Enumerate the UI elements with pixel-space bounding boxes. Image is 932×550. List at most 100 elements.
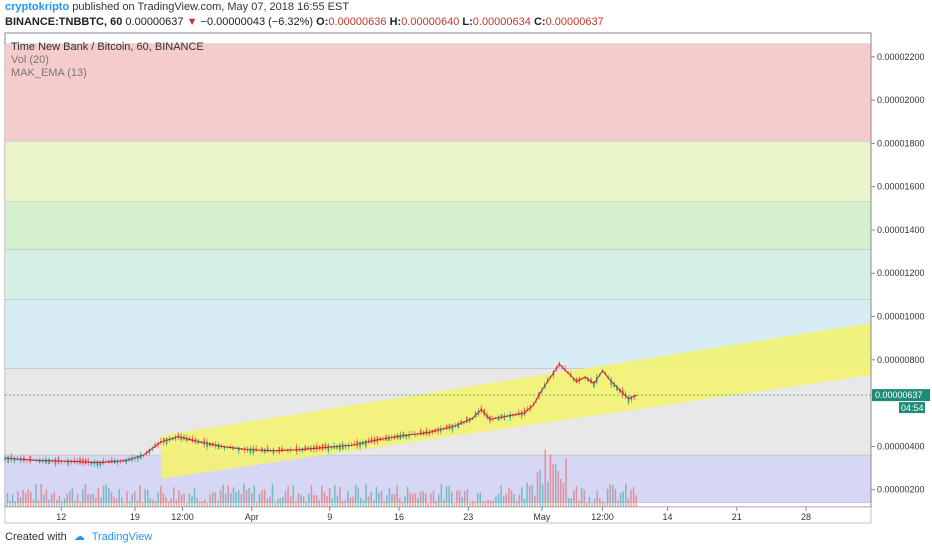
volume-bar	[102, 485, 105, 507]
volume-bar	[521, 487, 523, 507]
candle-body	[341, 443, 344, 450]
countdown-badge	[899, 402, 925, 414]
candle-body	[206, 441, 208, 447]
publish-text: published on TradingView.com, May 07, 20…	[72, 1, 350, 13]
volume-bar	[523, 498, 526, 507]
close-label: C:	[533, 16, 546, 28]
volume-bar	[245, 489, 248, 507]
volume-bar	[375, 486, 378, 507]
volume-bar	[630, 489, 632, 507]
volume-bar	[552, 463, 554, 507]
volume-bar	[354, 484, 357, 507]
volume-bar	[466, 489, 469, 507]
volume-bar	[178, 490, 180, 507]
legend-ema[interactable]: MAK_EMA (13)	[11, 67, 87, 79]
x-tick-label: 12:00	[591, 512, 614, 522]
candle-body	[359, 441, 361, 448]
volume-bar	[180, 494, 183, 507]
candle-body	[99, 460, 102, 466]
candle-body	[295, 446, 298, 452]
volume-bar	[167, 501, 170, 507]
candle-body	[79, 458, 81, 464]
volume-bar	[32, 499, 35, 507]
y-tick-label: 0.00000200	[877, 485, 925, 495]
volume-bar	[14, 501, 17, 507]
candle-body	[252, 447, 255, 454]
volume-bar	[250, 492, 253, 507]
volume-bar	[625, 483, 627, 507]
volume-bar	[593, 498, 596, 507]
volume-bar	[341, 501, 344, 507]
open-label: O:	[316, 16, 329, 28]
volume-bar	[326, 496, 328, 507]
volume-bar	[456, 490, 458, 507]
volume-bar	[370, 491, 372, 507]
candle-body	[365, 440, 367, 446]
volume-bar	[386, 495, 388, 507]
time-axis	[4, 506, 872, 524]
volume-bar	[321, 485, 323, 507]
price-chart[interactable]: 0.00000200 0.00000400 0.00000800 0.00001000…	[0, 0, 932, 530]
candle-body	[203, 439, 205, 445]
volume-bar	[567, 498, 570, 507]
volume-bar	[227, 485, 230, 507]
candle-body	[266, 447, 269, 453]
candle-body	[29, 456, 31, 463]
volume-bar	[43, 494, 45, 507]
volume-bar	[313, 494, 315, 507]
volume-bar	[505, 493, 508, 507]
y-tick-label: 0.00001200	[877, 268, 925, 278]
candle-body	[388, 436, 390, 442]
volume-bar	[414, 493, 417, 507]
legend-volume[interactable]: Vol (20)	[11, 54, 49, 66]
candle-body	[520, 411, 523, 417]
volume-bar	[170, 498, 172, 507]
zone-band	[4, 201, 872, 250]
candle-body	[448, 424, 451, 430]
candle-body	[370, 438, 373, 443]
volume-bar	[622, 491, 624, 507]
y-tick-label: 0.00001400	[877, 225, 925, 235]
volume-bar	[373, 500, 375, 507]
volume-bar	[287, 486, 289, 507]
volume-bar	[476, 493, 479, 507]
volume-bar	[518, 494, 521, 507]
volume-bar	[367, 496, 370, 507]
x-tick-label: 14	[662, 512, 672, 522]
candle-body	[278, 447, 281, 453]
volume-bar	[11, 494, 14, 507]
volume-bar	[235, 492, 237, 507]
volume-bar	[334, 485, 336, 507]
volume-bar	[609, 484, 611, 507]
volume-bar	[482, 501, 484, 507]
volume-bar	[131, 493, 133, 507]
volume-bar	[612, 485, 614, 507]
volume-bar	[401, 501, 404, 507]
volume-bar	[310, 484, 313, 507]
volume-bar	[105, 484, 107, 507]
volume-bar	[331, 498, 333, 507]
candle-body	[457, 422, 460, 428]
volume-bar	[463, 491, 466, 507]
x-tick-label: 23	[463, 512, 473, 522]
volume-bar	[315, 495, 318, 507]
candle-body	[249, 448, 252, 453]
candle-body	[7, 456, 9, 463]
volume-bar	[557, 470, 560, 507]
author-link[interactable]: cryptokripto	[5, 1, 70, 13]
volume-bar	[209, 494, 211, 507]
volume-bar	[536, 472, 539, 507]
candle-body	[162, 437, 165, 444]
volume-bar	[19, 497, 22, 507]
candle-body	[85, 458, 87, 465]
y-tick-label: 0.00002200	[877, 52, 925, 62]
candle-body	[339, 444, 341, 450]
volume-bar	[562, 483, 565, 507]
volume-bar	[440, 483, 443, 507]
y-tick-label: 0.00001000	[877, 312, 925, 322]
volume-bar	[69, 490, 71, 507]
tradingview-brand-link[interactable]: TradingView	[91, 531, 153, 543]
y-tick-label: 0.00000800	[877, 355, 925, 365]
volume-bar	[115, 498, 118, 507]
volume-bar	[232, 487, 235, 507]
